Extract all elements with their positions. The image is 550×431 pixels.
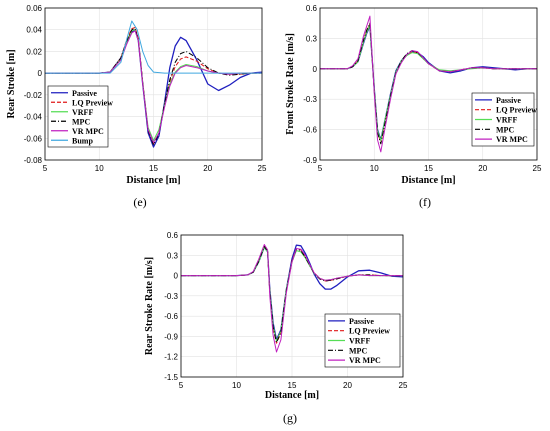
x-tick-label: 10: [95, 164, 104, 173]
legend-entry: Passive: [496, 96, 521, 105]
y-tick-label: 0.3: [167, 251, 179, 260]
panel-caption: (e): [133, 195, 146, 209]
chart-panel-e: 5 10 15 20 25 -0.08 -0.06 -0.04 -0.02 0 0.02 0.04 0.…: [6, 4, 267, 209]
plot-frame: [44, 7, 263, 161]
legend-entry: VRFF: [72, 108, 93, 117]
x-tick-label: 5: [43, 164, 48, 173]
y-tick-label: 0: [38, 69, 43, 78]
x-tick-label: 15: [149, 164, 158, 173]
y-tick-label: 0.6: [306, 4, 318, 13]
legend-entry: VR MPC: [496, 135, 528, 144]
y-tick-label: -0.02: [24, 91, 43, 100]
y-tick-label: 0.6: [167, 231, 179, 240]
series-line-vr-mpc: [320, 15, 537, 153]
y-tick-label: -0.6: [303, 126, 317, 135]
x-tick-label: 15: [288, 381, 297, 390]
panel-caption: (g): [283, 411, 297, 425]
x-axis-label: Distance [m]: [265, 390, 319, 401]
x-axis-label: Distance [m]: [401, 175, 455, 186]
y-axis-label: Front Stroke Rate [m/s]: [285, 33, 296, 135]
legend-box: [47, 85, 109, 148]
x-tick-label: 15: [424, 164, 433, 173]
y-tick-label: -1.2: [164, 353, 178, 362]
y-tick-label: -0.08: [24, 156, 43, 165]
y-axis-label: Rear Stroke Rate [m/s]: [144, 257, 155, 355]
y-tick-label: -0.3: [303, 95, 317, 104]
y-axis-label: Rear Stroke [m]: [6, 49, 17, 118]
y-tick-label: -1.5: [164, 373, 178, 382]
legend-entry: LQ Preview: [72, 98, 113, 107]
x-tick-label: 25: [258, 164, 267, 173]
y-tick-label: -0.9: [303, 156, 317, 165]
x-axis-label: Distance [m]: [126, 175, 180, 186]
x-tick-label: 10: [370, 164, 379, 173]
chart-panel-g: 5 10 15 20 25 -1.5 -1.2 -0.9 -0.6 -0.3 0 0.3 0.6 Dist…: [144, 231, 408, 425]
legend-entry: Passive: [349, 317, 374, 326]
x-tick-label: 25: [399, 381, 408, 390]
y-tick-label: 0: [174, 272, 179, 281]
panel-caption: (f): [419, 195, 431, 209]
y-tick-label: 0.3: [306, 34, 318, 43]
legend-entry: Bump: [72, 136, 93, 145]
y-tick-label: 0.02: [26, 47, 42, 56]
x-tick-label: 25: [533, 164, 542, 173]
x-tick-label: 20: [478, 164, 487, 173]
x-tick-label: 10: [232, 381, 241, 390]
legend-entry: VRFF: [349, 337, 370, 346]
series-line-vr-mpc: [181, 244, 403, 353]
legend-entry: VRFF: [496, 116, 517, 125]
y-tick-label: 0: [313, 65, 318, 74]
chart-panel-f: 5 10 15 20 25 -0.9 -0.6 -0.3 0 0.3 0.6 Distance [m]…: [285, 4, 542, 209]
x-tick-label: 20: [203, 164, 212, 173]
y-tick-label: 0.06: [26, 4, 42, 13]
plot-frame: [180, 234, 404, 378]
y-tick-label: -0.04: [24, 113, 43, 122]
legend-entry: LQ Preview: [349, 327, 390, 336]
legend-entry: LQ Preview: [496, 106, 537, 115]
y-tick-label: 0.04: [26, 26, 42, 35]
legend-entry: MPC: [496, 125, 514, 134]
plot-frame: [319, 7, 538, 161]
legend-entry: MPC: [72, 117, 90, 126]
x-tick-label: 20: [343, 381, 352, 390]
y-tick-label: -0.06: [24, 134, 43, 143]
legend-entry: MPC: [349, 346, 367, 355]
y-tick-label: -0.9: [164, 332, 178, 341]
y-tick-label: -0.6: [164, 312, 178, 321]
legend-entry: VR MPC: [349, 356, 381, 365]
legend-entry: Passive: [72, 89, 97, 98]
legend-entry: VR MPC: [72, 127, 104, 136]
x-tick-label: 5: [179, 381, 184, 390]
y-tick-label: -0.3: [164, 292, 178, 301]
x-tick-label: 5: [318, 164, 323, 173]
series-line-bump: [45, 20, 262, 74]
